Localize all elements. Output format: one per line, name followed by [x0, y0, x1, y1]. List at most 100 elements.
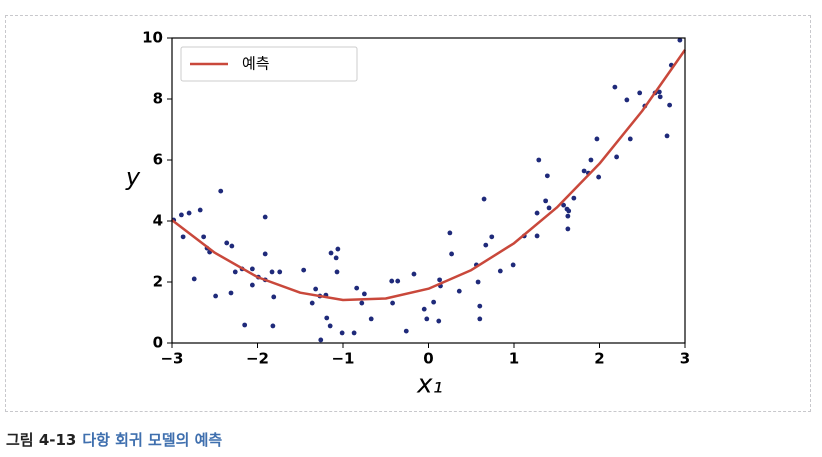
data-point — [354, 285, 360, 291]
data-point — [534, 210, 540, 216]
data-point — [664, 133, 670, 139]
data-point — [477, 303, 483, 309]
data-point — [677, 37, 683, 43]
y-tick-label: 0 — [153, 334, 163, 352]
data-point — [270, 323, 276, 329]
data-point — [447, 230, 453, 236]
plot-frame — [171, 37, 686, 344]
data-point — [421, 306, 427, 312]
data-point — [271, 294, 277, 300]
data-point — [536, 157, 542, 163]
data-point — [588, 157, 594, 163]
data-point — [581, 168, 587, 174]
data-point — [179, 212, 184, 218]
data-point — [313, 286, 319, 292]
data-point — [431, 299, 437, 305]
data-point — [436, 318, 442, 324]
data-point — [481, 196, 487, 202]
data-point — [213, 293, 219, 299]
data-point — [561, 202, 566, 208]
chart: x₁ y −3 −2 −1 0 1 2 3 0 2 4 6 8 10 예측 — [125, 29, 690, 400]
x-axis-label: x₁ — [416, 370, 443, 400]
data-point — [309, 300, 315, 306]
data-point — [333, 255, 339, 261]
prediction-line — [171, 49, 687, 302]
data-point — [249, 266, 255, 272]
caption-label: 그림 4-13 — [6, 431, 77, 449]
data-point — [228, 290, 234, 296]
data-point — [437, 277, 443, 283]
data-point — [565, 213, 571, 219]
data-point — [389, 278, 395, 284]
data-point — [277, 269, 283, 275]
data-point — [191, 276, 197, 282]
data-point — [456, 288, 462, 294]
data-point — [544, 173, 550, 179]
data-point — [403, 328, 409, 334]
x-tick-label: 2 — [594, 350, 604, 368]
data-point — [395, 278, 401, 284]
data-point — [627, 136, 633, 142]
data-point — [262, 214, 268, 220]
x-tick-label: −3 — [160, 350, 183, 368]
data-point — [424, 316, 430, 322]
y-tick-label: 2 — [153, 273, 163, 291]
x-tick-label: −1 — [331, 350, 354, 368]
legend-box — [180, 46, 358, 82]
y-tick-label: 10 — [142, 29, 163, 47]
data-point — [249, 282, 255, 288]
data-point — [224, 240, 230, 246]
x-tick-label: −2 — [246, 350, 269, 368]
caption: 그림 4-13 다항 회귀 모델의 예측 — [6, 429, 222, 450]
data-point — [612, 84, 618, 90]
data-point — [229, 243, 235, 249]
data-point — [201, 234, 207, 240]
caption-text: 다항 회귀 모델의 예측 — [82, 431, 223, 449]
data-point — [637, 90, 643, 96]
data-point — [368, 316, 374, 322]
data-point — [497, 268, 503, 274]
data-point — [318, 337, 324, 343]
data-point — [232, 269, 238, 275]
y-tick-label: 6 — [153, 151, 163, 169]
data-point — [390, 300, 395, 306]
legend-label: 예측 — [242, 55, 270, 73]
data-point — [489, 234, 495, 240]
data-point — [327, 323, 333, 329]
data-point — [411, 271, 417, 277]
data-point — [197, 207, 203, 213]
data-point — [186, 210, 192, 216]
data-point — [656, 89, 662, 95]
data-point — [565, 226, 571, 232]
y-tick-label: 4 — [153, 212, 163, 230]
data-point — [180, 234, 186, 240]
y-axis-label: y — [125, 163, 141, 191]
data-point — [359, 300, 365, 306]
data-point — [534, 233, 540, 239]
data-point — [351, 330, 357, 336]
data-point — [324, 315, 330, 321]
data-point — [546, 205, 552, 211]
data-point — [667, 102, 673, 108]
data-point — [477, 316, 483, 322]
data-point — [262, 251, 268, 257]
data-point — [624, 97, 630, 103]
data-point — [483, 242, 489, 248]
data-point — [571, 195, 577, 201]
data-point — [657, 94, 663, 100]
data-point — [566, 208, 572, 214]
data-point — [328, 250, 334, 256]
y-tick-label: 8 — [153, 90, 163, 108]
data-point — [449, 251, 454, 257]
x-tick-label: 3 — [680, 350, 690, 368]
data-point — [594, 136, 600, 142]
data-point — [269, 269, 275, 275]
figure-frame — [5, 15, 811, 412]
data-point — [543, 198, 549, 204]
data-point — [339, 330, 345, 336]
data-point — [335, 246, 341, 252]
x-tick-label: 1 — [509, 350, 519, 368]
data-point — [361, 291, 367, 297]
data-point — [596, 174, 602, 180]
